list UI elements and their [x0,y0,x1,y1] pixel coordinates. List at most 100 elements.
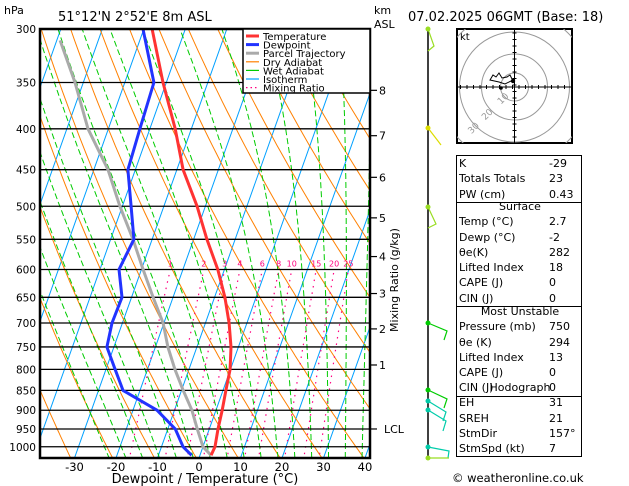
x-axis-label: Dewpoint / Temperature (°C) [112,472,299,486]
surface-label: Lifted Index [459,261,524,275]
hodo-label: EH [459,396,475,410]
legend-label: Temperature [262,32,326,43]
mu-value: 0 [549,381,556,395]
wind-barb [427,409,447,432]
hodograph-title: Hodograph [489,381,551,394]
pressure-tick-label: 600 [16,265,36,277]
mu-label: CAPE (J) [459,366,504,380]
hodo-label: StmSpd (kt) [459,442,525,456]
mixing-ratio-line [164,269,205,458]
pressure-tick-label: 850 [16,385,36,397]
mu-value: 294 [549,335,570,349]
surface-value: -2 [549,230,560,244]
wind-barb [427,389,448,409]
isotherm-line [40,29,145,323]
legend-label: Parcel Trajectory [263,49,346,60]
hodograph-table: Hodograph EH 31 SREH 21 StmDir 157° StmSpd … [456,380,582,458]
dry-adiabat-line [40,296,114,458]
pressure-tick-label: 300 [16,24,36,36]
index-row: PW (cm) 0.43 [459,187,581,202]
mu-value: 750 [549,320,570,334]
mixing-ratio-label: 15 [311,260,321,269]
mixing-ratio-label: 1 [168,260,173,269]
isotherm-line [322,325,370,458]
index-value: 23 [549,172,563,186]
dry-adiabat-line [246,29,370,245]
wind-barb [427,127,442,146]
wind-barb [427,322,448,341]
surface-value: 2.7 [549,215,567,229]
legend-label: Mixing Ratio [263,84,325,95]
km-tick-label: LCL [384,423,405,436]
km-tick-label: 1 [379,359,386,372]
parcel-trajectory-line [58,39,213,457]
pressure-tick-label: 650 [16,292,36,304]
mixing-ratio-line [257,269,293,458]
dewpoint-line [105,29,193,457]
dry-adiabat-line [40,29,239,458]
wet-adiabat-line [305,29,329,458]
surface-value: 0 [549,276,556,290]
dry-adiabat-line [99,29,323,458]
most-unstable-title: Most Unstable [480,305,560,318]
mixing-ratio-label: 10 [287,260,297,269]
pressure-tick-label: 800 [16,364,36,376]
mixing-ratio-line [303,269,335,458]
footer-credit: © weatheronline.co.uk [452,471,584,485]
location-title: 51°12'N 2°52'E 8m ASL [58,10,212,25]
mu-label: Lifted Index [459,350,524,364]
pressure-tick-label: 750 [16,342,36,354]
hodo-value: 21 [549,411,563,425]
wet-adiabat-line [40,150,160,458]
pressure-tick-label: 700 [16,318,36,330]
legend-label: Dry Adiabat [263,58,322,69]
km-tick-label: 4 [379,251,386,264]
mixing-ratio-label: 6 [260,260,265,269]
pressure-tick-label: 400 [16,124,36,136]
index-label: Totals Totals [459,172,526,186]
isotherm-line [73,29,228,458]
temperature-tick-label: -20 [107,460,126,474]
mixing-ratio-label: 3 [222,260,227,269]
wet-adiabat-line [57,29,211,458]
surface-label: θe(K) [459,245,489,259]
index-value: -29 [549,157,567,170]
wet-adiabat-line [40,97,177,458]
km-tick-label: 7 [379,130,386,143]
wind-barb [427,206,437,229]
wet-adiabat-line [340,29,347,458]
temperature-tick-label: 20 [275,460,290,474]
dry-adiabat-line [275,29,370,192]
index-label: PW (cm) [459,187,506,201]
dry-adiabat-line [40,114,197,458]
mixing-ratio-line [186,269,226,458]
hodo-label: SREH [459,411,489,425]
isotherm-line [281,208,370,458]
mu-value: 0 [549,366,556,380]
dry-adiabat-line [40,388,72,458]
hodo-value: 31 [549,396,563,410]
hodo-value: 157° [549,426,576,440]
km-unit: km [374,4,391,17]
km-tick-label: 5 [379,212,386,225]
mu-value: 13 [549,350,563,364]
wet-adiabat-line [221,29,296,458]
dry-adiabat-line [187,29,370,354]
temperature-line [150,29,233,456]
km-tick-label: 2 [379,323,386,336]
mixing-ratio-label: 4 [237,260,242,269]
dry-adiabat-line [620,17,629,467]
hodograph-trace [489,72,516,85]
dry-adiabat-line [40,205,156,458]
wind-barb [427,28,435,52]
temperature-tick-label: 40 [358,460,373,474]
temperature-tick-label: 10 [233,460,248,474]
surface-label: Dewp (°C) [459,230,516,244]
wind-barb [427,400,447,422]
temperature-tick-label: -10 [148,460,167,474]
index-row: K -29 [459,156,581,171]
pressure-tick-label: 500 [16,201,36,213]
legend-label: Dewpoint [263,41,311,52]
